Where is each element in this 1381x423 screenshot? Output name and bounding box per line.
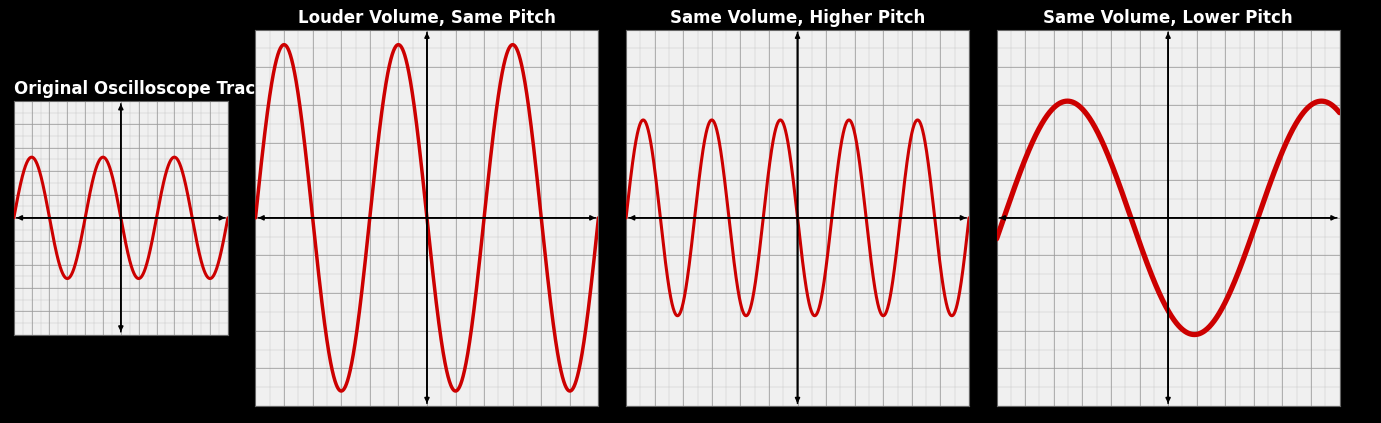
Title: Same Volume, Lower Pitch: Same Volume, Lower Pitch (1043, 8, 1293, 27)
Title: Louder Volume, Same Pitch: Louder Volume, Same Pitch (298, 8, 557, 27)
Text: Original Oscilloscope Trace: Original Oscilloscope Trace (14, 80, 267, 98)
Title: Same Volume, Higher Pitch: Same Volume, Higher Pitch (670, 8, 925, 27)
